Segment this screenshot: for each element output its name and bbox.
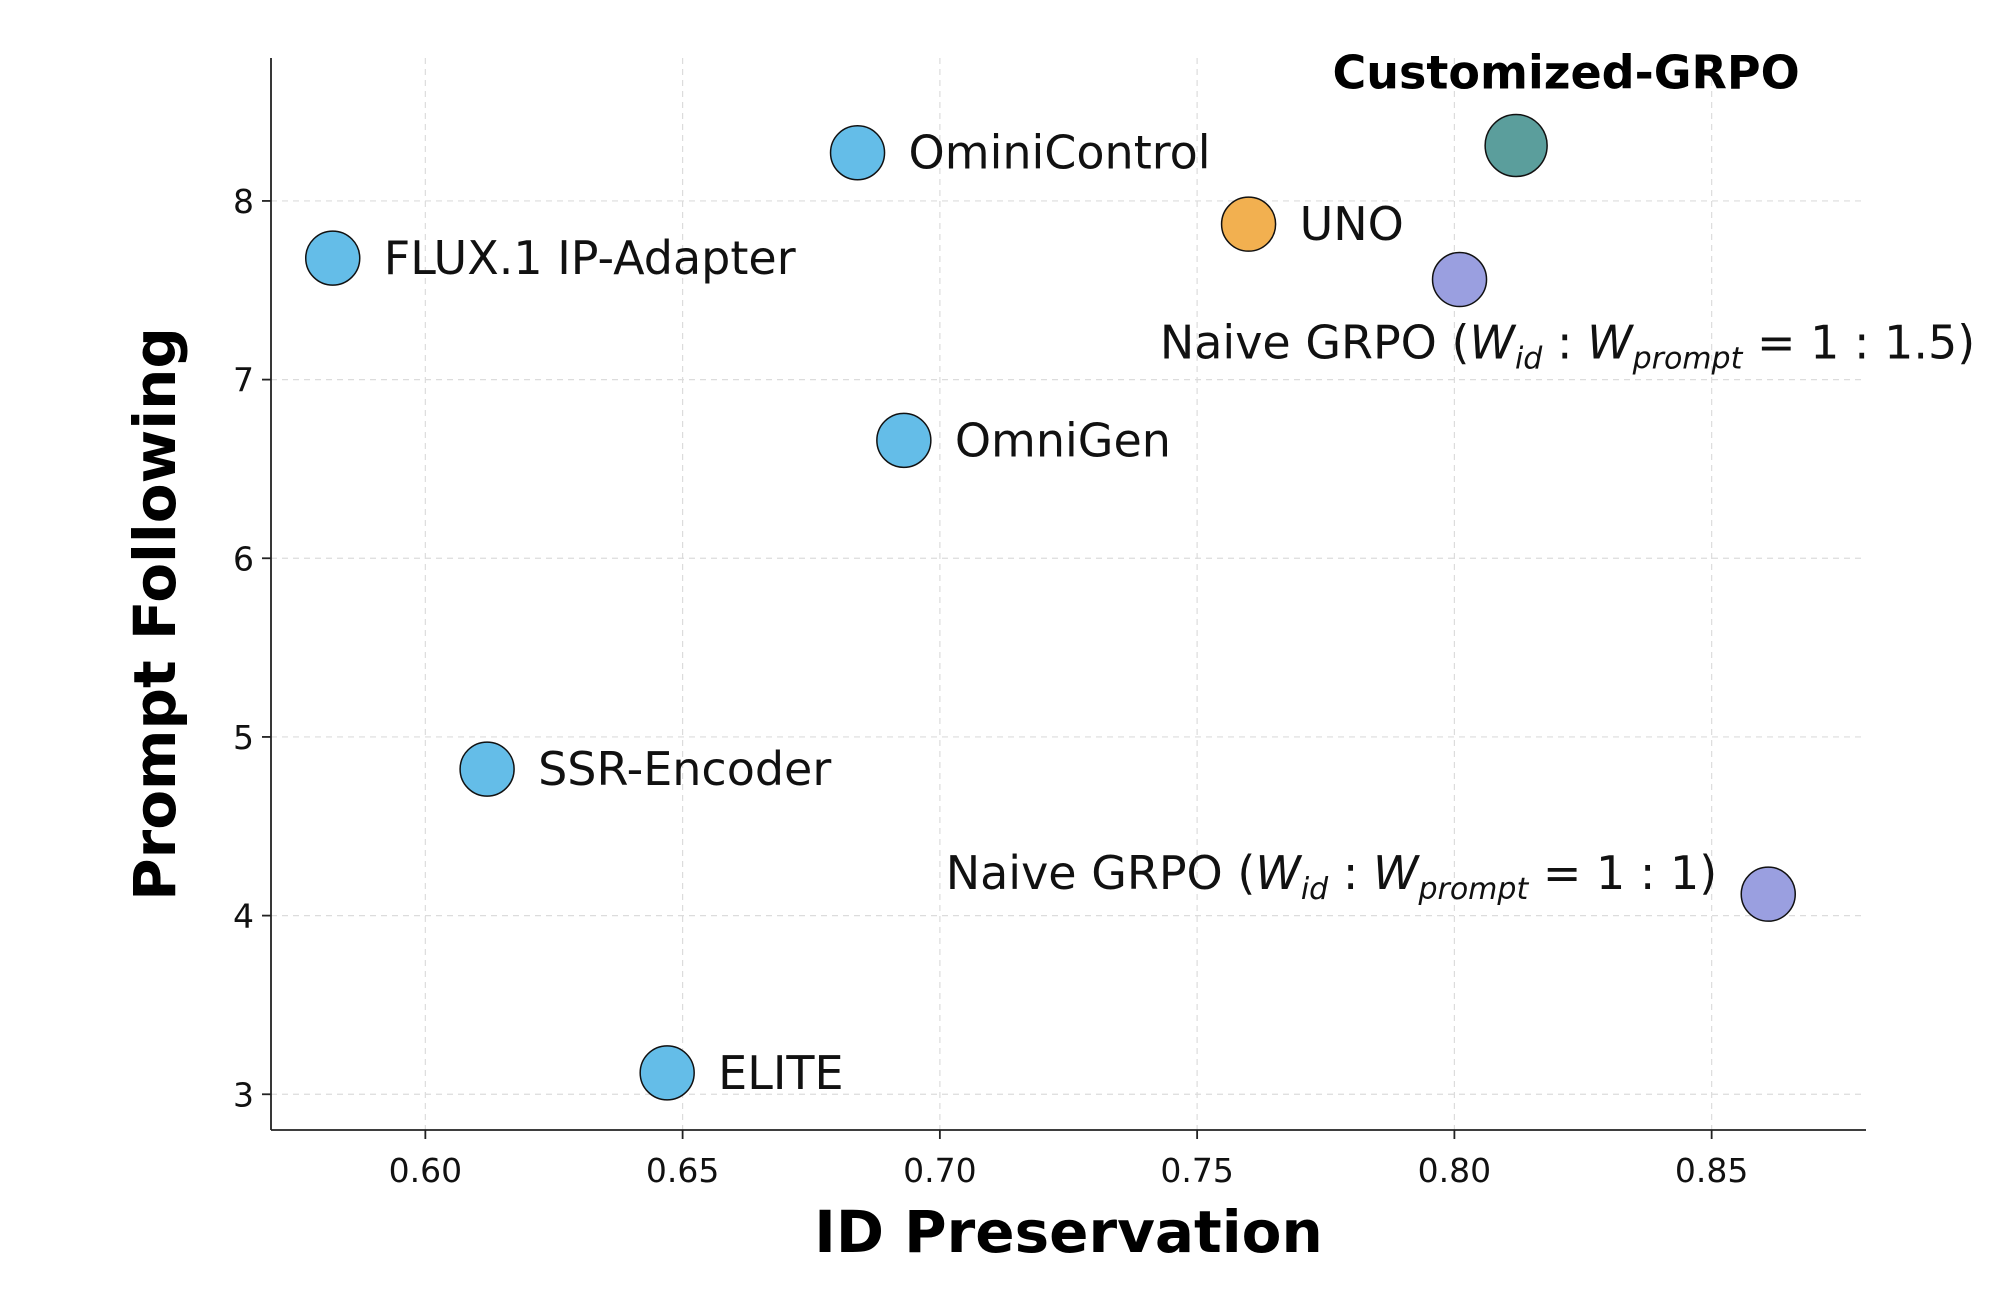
point-naive-grpo-1-1 [1740, 866, 1796, 922]
point-ominicontrol [829, 124, 886, 181]
point-label-uno: UNO [1300, 197, 1404, 251]
point-label-customized-grpo: Customized-GRPO [1333, 46, 1800, 100]
y-tick-label: 3 [233, 1075, 254, 1114]
point-label-ssr-encoder: SSR-Encoder [538, 742, 831, 796]
x-tick-label: 0.75 [1160, 1151, 1233, 1190]
point-omnigen [876, 412, 932, 469]
y-tick-label: 7 [233, 361, 254, 400]
y-tick-label: 6 [233, 539, 254, 578]
point-uno [1220, 196, 1277, 252]
point-label-naive-grpo-1-1: Naive GRPO (Wid : Wprompt = 1 : 1) [946, 846, 1718, 907]
point-label-omnigen: OmniGen [955, 413, 1171, 467]
point-label-flux-ip-adapter: FLUX.1 IP-Adapter [384, 231, 796, 285]
data-points [304, 113, 1796, 1101]
grid [271, 58, 1866, 1130]
point-flux-ip-adapter [304, 230, 361, 286]
x-tick-label: 0.85 [1675, 1151, 1748, 1190]
point-label-elite: ELITE [718, 1046, 843, 1100]
y-tick-label: 5 [233, 718, 254, 757]
axes [270, 58, 1866, 1131]
point-customized-grpo [1484, 113, 1548, 178]
x-tick-label: 0.60 [389, 1151, 462, 1190]
point-ssr-encoder [459, 741, 515, 797]
point-label-naive-grpo-1-1.5: Naive GRPO (Wid : Wprompt = 1 : 1.5) [1160, 316, 1975, 377]
x-tick-label: 0.65 [646, 1151, 719, 1190]
ticks: 0.60 0.65 0.70 0.75 0.80 0.85 3 4 5 6 7 8 [233, 182, 1748, 1190]
y-axis-title: Prompt Following [121, 327, 189, 901]
point-label-ominicontrol: OminiControl [909, 126, 1211, 180]
point-naive-grpo-1-1.5 [1431, 251, 1488, 308]
y-tick-label: 4 [233, 897, 254, 936]
y-tick-label: 8 [233, 182, 254, 221]
point-elite [639, 1045, 695, 1101]
x-tick-label: 0.70 [903, 1151, 976, 1190]
x-tick-label: 0.80 [1418, 1151, 1491, 1190]
data-labels: OminiControl FLUX.1 IP-Adapter UNO Customiz… [384, 46, 1976, 1100]
x-axis-title: ID Preservation [814, 1198, 1323, 1266]
